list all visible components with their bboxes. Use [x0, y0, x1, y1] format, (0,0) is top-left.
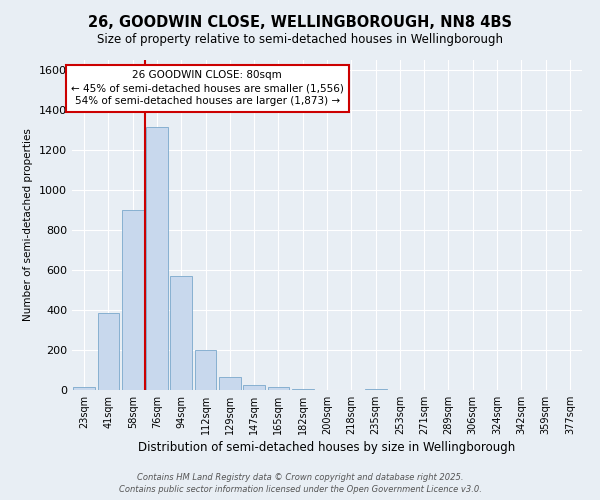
Bar — [365, 389, 386, 390]
Text: Contains HM Land Registry data © Crown copyright and database right 2025.
Contai: Contains HM Land Registry data © Crown c… — [119, 473, 481, 494]
Bar — [268, 387, 289, 390]
Bar — [146, 127, 168, 390]
Bar — [73, 387, 95, 390]
Bar — [292, 389, 314, 390]
Bar — [219, 377, 241, 390]
X-axis label: Distribution of semi-detached houses by size in Wellingborough: Distribution of semi-detached houses by … — [139, 441, 515, 454]
Y-axis label: Number of semi-detached properties: Number of semi-detached properties — [23, 128, 34, 322]
Bar — [170, 276, 192, 390]
Text: 26, GOODWIN CLOSE, WELLINGBOROUGH, NN8 4BS: 26, GOODWIN CLOSE, WELLINGBOROUGH, NN8 4… — [88, 15, 512, 30]
Text: 26 GOODWIN CLOSE: 80sqm
← 45% of semi-detached houses are smaller (1,556)
54% of: 26 GOODWIN CLOSE: 80sqm ← 45% of semi-de… — [71, 70, 344, 106]
Bar — [97, 313, 119, 390]
Bar — [122, 210, 143, 390]
Bar — [194, 350, 217, 390]
Bar — [243, 385, 265, 390]
Text: Size of property relative to semi-detached houses in Wellingborough: Size of property relative to semi-detach… — [97, 32, 503, 46]
